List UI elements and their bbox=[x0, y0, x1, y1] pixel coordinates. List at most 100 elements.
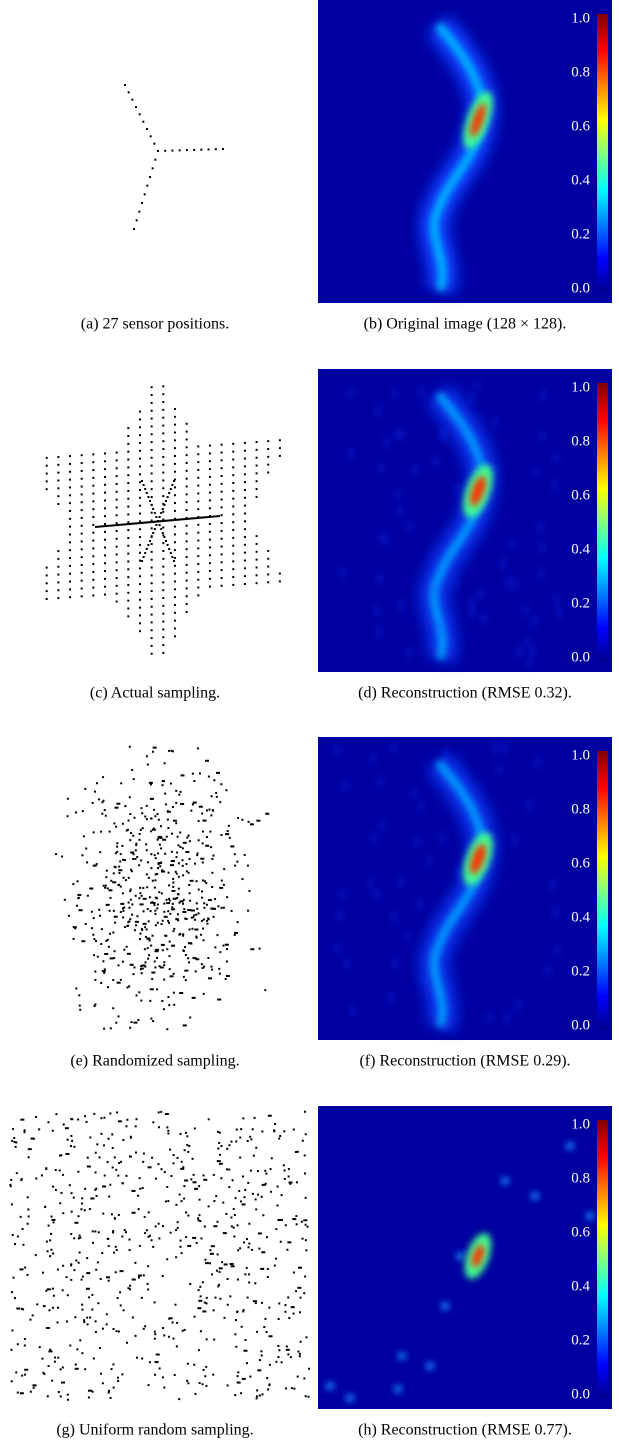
sample-dot bbox=[61, 1381, 66, 1384]
sample-dot bbox=[138, 512, 141, 515]
sample-dot bbox=[177, 844, 180, 847]
sample-dot bbox=[235, 1140, 238, 1143]
sample-dot bbox=[218, 1162, 223, 1165]
sample-dot bbox=[167, 996, 170, 999]
sample-dot bbox=[134, 1334, 137, 1337]
sample-dot bbox=[162, 549, 165, 552]
sample-dot bbox=[92, 563, 95, 566]
sample-dot bbox=[251, 1128, 254, 1131]
sample-dot bbox=[76, 904, 79, 907]
heatmap-speckle bbox=[434, 583, 441, 596]
sample-dot bbox=[115, 1021, 118, 1024]
sample-dot bbox=[220, 529, 223, 532]
sample-dot bbox=[127, 615, 130, 618]
sample-dot bbox=[144, 488, 147, 490]
sample-dot bbox=[52, 1221, 55, 1224]
sample-dot bbox=[145, 928, 148, 931]
sample-dot bbox=[104, 483, 106, 486]
sample-dot bbox=[208, 577, 211, 580]
sample-dot bbox=[26, 1196, 29, 1199]
sample-dot bbox=[256, 1170, 259, 1173]
heatmap-speckle bbox=[384, 533, 391, 546]
sample-dot bbox=[197, 531, 200, 534]
sample-dot bbox=[154, 1333, 157, 1336]
sample-dot bbox=[146, 861, 149, 864]
sample-dot bbox=[166, 1258, 169, 1261]
sample-dot bbox=[153, 854, 156, 857]
sample-dot bbox=[117, 1330, 120, 1333]
sample-dot bbox=[116, 850, 119, 853]
sample-dot bbox=[202, 927, 205, 930]
sample-dot bbox=[185, 493, 188, 496]
sample-dot bbox=[208, 452, 211, 455]
sample-dot bbox=[150, 613, 153, 616]
sample-dot bbox=[101, 812, 104, 815]
sample-dot bbox=[185, 918, 188, 921]
sample-dot bbox=[236, 1311, 239, 1314]
sample-dot bbox=[215, 1195, 218, 1198]
sample-dot bbox=[204, 1262, 209, 1265]
sample-dot bbox=[211, 871, 214, 874]
sample-dot bbox=[115, 1248, 118, 1251]
sample-dot bbox=[173, 509, 176, 512]
sample-dot bbox=[232, 505, 235, 508]
sample-dot bbox=[162, 471, 165, 474]
heatmap-speckle bbox=[334, 744, 341, 757]
sample-dot bbox=[197, 819, 200, 822]
sample-dot bbox=[154, 924, 157, 927]
sample-dot bbox=[164, 1113, 169, 1116]
sample-dot bbox=[48, 1309, 51, 1312]
sample-dot bbox=[260, 1195, 263, 1198]
sample-dot bbox=[204, 1258, 207, 1261]
sample-dot bbox=[145, 873, 148, 876]
sample-dot bbox=[129, 1026, 132, 1029]
sample-dot bbox=[10, 1178, 13, 1181]
sample-dot bbox=[157, 863, 160, 866]
sample-dot bbox=[209, 1262, 212, 1265]
sample-dot bbox=[166, 818, 169, 821]
sample-dot bbox=[232, 1207, 235, 1210]
sample-dot bbox=[166, 544, 169, 546]
sample-dot bbox=[104, 452, 106, 455]
sample-dot bbox=[157, 867, 160, 870]
heatmap-speckle bbox=[538, 430, 545, 443]
heatmap-spot bbox=[394, 1385, 402, 1393]
sample-dot bbox=[235, 1345, 238, 1348]
sample-dot bbox=[223, 1316, 226, 1319]
sample-dot bbox=[72, 937, 75, 940]
sample-dot bbox=[69, 1344, 72, 1347]
sample-dot bbox=[16, 1235, 19, 1238]
sample-dot bbox=[161, 869, 164, 872]
sample-dot bbox=[241, 818, 244, 821]
sample-dot bbox=[211, 809, 214, 812]
colorbar-tick-label: 0.4 bbox=[571, 172, 590, 188]
sample-dot bbox=[78, 1251, 81, 1254]
sample-dot bbox=[135, 1356, 138, 1359]
sample-dot bbox=[197, 555, 200, 558]
sample-dot bbox=[232, 544, 235, 547]
sample-dot bbox=[172, 972, 175, 975]
sample-dot bbox=[96, 1261, 99, 1264]
sample-dot bbox=[106, 887, 109, 890]
sample-dot bbox=[104, 546, 106, 549]
sample-dot bbox=[234, 1333, 237, 1336]
sample-dot bbox=[224, 943, 229, 946]
sample-dot bbox=[165, 500, 167, 502]
sample-dot bbox=[185, 422, 188, 425]
actual-sampling-panel bbox=[45, 385, 281, 655]
sample-dot bbox=[194, 928, 199, 931]
sample-dot bbox=[127, 576, 130, 579]
colorbar-tick-label: 0.8 bbox=[571, 801, 590, 817]
sample-dot bbox=[35, 1177, 38, 1180]
sample-dot bbox=[135, 1118, 138, 1121]
sample-dot bbox=[138, 496, 141, 499]
sample-dot bbox=[116, 1111, 119, 1114]
sample-dot bbox=[220, 833, 223, 836]
sample-dot bbox=[130, 851, 135, 854]
sample-dot bbox=[127, 819, 130, 822]
sample-dot bbox=[24, 1368, 29, 1371]
heatmap-speckle bbox=[454, 483, 461, 496]
sample-dot bbox=[287, 1175, 290, 1178]
sample-dot bbox=[154, 873, 157, 876]
sample-dot bbox=[69, 470, 72, 473]
